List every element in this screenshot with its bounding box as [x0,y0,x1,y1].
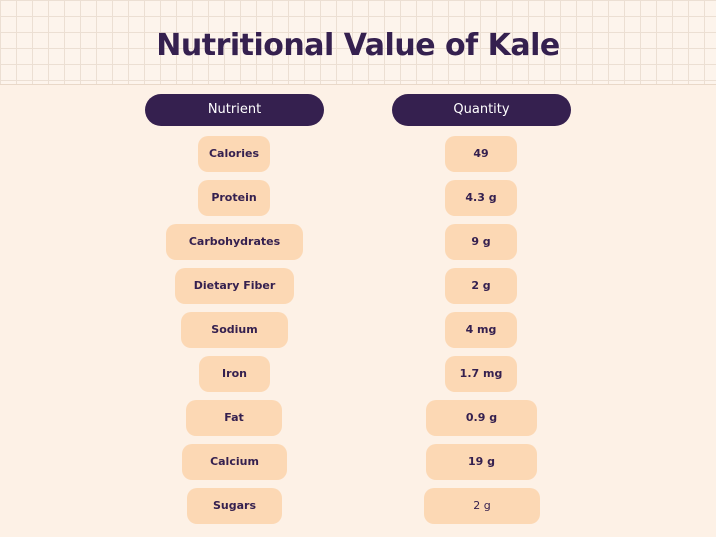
quantity-cell-calcium: 19 g [426,444,537,480]
page-title: Nutritional Value of Kale [156,28,560,63]
quantity-cell-sugars: 2 g [424,488,540,524]
quantity-cell-sodium: 4 mg [445,312,517,348]
nutrient-cell-calcium: Calcium [182,444,287,480]
quantity-column-header: Quantity [392,94,571,126]
nutrient-cell-dietary-fiber: Dietary Fiber [175,268,294,304]
quantity-cell-dietary-fiber: 2 g [445,268,517,304]
grid-header-background [0,0,716,85]
nutrient-cell-carbohydrates: Carbohydrates [166,224,303,260]
quantity-cell-carbohydrates: 9 g [445,224,517,260]
quantity-cell-protein: 4.3 g [445,180,517,216]
quantity-cell-iron: 1.7 mg [445,356,517,392]
nutrient-cell-fat: Fat [186,400,282,436]
nutrient-cell-protein: Protein [198,180,270,216]
nutrient-column-header: Nutrient [145,94,324,126]
nutrient-cell-iron: Iron [199,356,270,392]
nutrient-cell-calories: Calories [198,136,270,172]
nutrient-cell-sodium: Sodium [181,312,288,348]
nutrient-cell-sugars: Sugars [187,488,282,524]
quantity-cell-fat: 0.9 g [426,400,537,436]
quantity-cell-calories: 49 [445,136,517,172]
